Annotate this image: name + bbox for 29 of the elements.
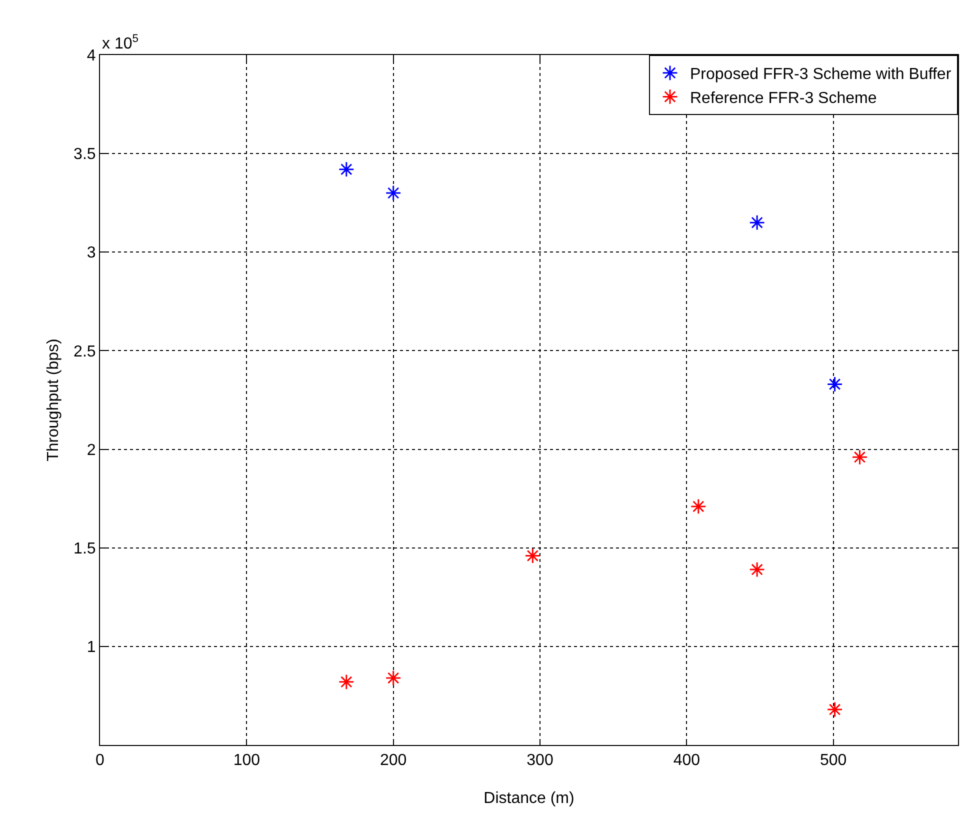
y-axis-title: Throughput (bps)	[45, 338, 62, 462]
point	[826, 702, 843, 718]
point	[749, 562, 766, 578]
legend-label: Reference FFR-3 Scheme	[690, 90, 877, 107]
point	[524, 548, 541, 564]
x-tick-label: 400	[673, 752, 700, 770]
point	[385, 670, 402, 686]
point	[826, 376, 843, 392]
point	[338, 161, 354, 178]
x-axis-title: Distance (m)	[484, 790, 574, 807]
text: x 10$^{5}$	[102, 33, 138, 53]
point	[852, 449, 868, 466]
point	[338, 674, 354, 690]
y-tick-label: 3.5	[74, 146, 96, 164]
x-tick-label: 300	[526, 752, 554, 770]
x-tick-label: 200	[380, 752, 407, 770]
x-tick-label: 0	[96, 752, 105, 770]
y-tick-label: 2	[86, 442, 96, 459]
y-tick-label: 4	[86, 48, 96, 65]
legend-label: Proposed FFR-3 Scheme with Buffer	[690, 66, 952, 84]
y-tick-label: 2.5	[74, 343, 96, 360]
x-tick-label: 500	[820, 752, 847, 770]
point	[690, 498, 706, 514]
y-tick-label: 1	[86, 639, 96, 656]
point	[385, 185, 402, 201]
y-tick-label: 3	[86, 244, 96, 262]
x-tick-label: 100	[233, 752, 260, 770]
point	[749, 214, 766, 231]
y-tick-label: 1.5	[74, 540, 96, 558]
